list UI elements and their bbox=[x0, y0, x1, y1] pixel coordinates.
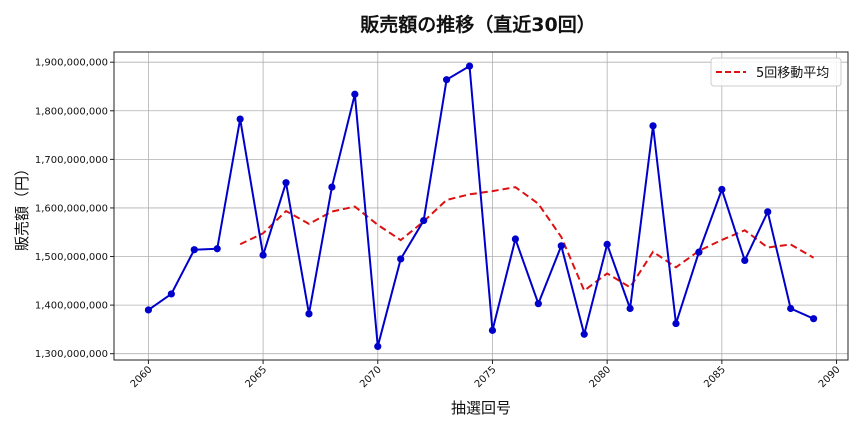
y-tick-label: 1,700,000,000 bbox=[35, 155, 108, 166]
sales-data-point bbox=[305, 310, 313, 318]
x-tick-label: 2090 bbox=[817, 364, 843, 390]
sales-data-point bbox=[144, 306, 153, 314]
sales-data-point bbox=[488, 326, 497, 334]
sales-line bbox=[147, 65, 815, 348]
sales-data-point bbox=[764, 208, 772, 216]
x-tick-label: 2085 bbox=[702, 364, 728, 390]
x-tick-label: 2075 bbox=[473, 364, 499, 390]
sales-data-point bbox=[442, 76, 451, 84]
sales-data-point bbox=[809, 315, 818, 323]
sales-data-point bbox=[282, 179, 290, 187]
grid-lines bbox=[114, 52, 848, 360]
y-tick-label: 1,500,000,000 bbox=[35, 252, 108, 263]
sales-data-point bbox=[626, 304, 634, 313]
sales-data-point bbox=[603, 240, 611, 248]
sales-data-point bbox=[397, 255, 405, 263]
y-tick-label: 1,300,000,000 bbox=[35, 349, 108, 360]
sales-data-point bbox=[649, 122, 657, 130]
sales-data-point bbox=[259, 251, 267, 259]
moving-average-line bbox=[239, 186, 815, 293]
sales-data-point bbox=[695, 248, 703, 256]
sales-data-point bbox=[213, 245, 221, 253]
sales-data-point bbox=[534, 300, 542, 308]
x-axis-ticks: 2060 2065 2070 2075 2080 2085 2090 bbox=[129, 360, 843, 390]
sales-series bbox=[144, 62, 818, 350]
y-tick-label: 1,600,000,000 bbox=[35, 203, 108, 214]
sales-data-point bbox=[672, 319, 680, 328]
sales-data-point bbox=[351, 90, 359, 98]
legend: 5回移動平均 bbox=[710, 57, 842, 87]
sales-data-point bbox=[328, 183, 336, 191]
sales-data-point bbox=[787, 304, 795, 313]
x-axis-label: 抽選回号 bbox=[451, 399, 511, 417]
sales-data-point bbox=[741, 256, 749, 265]
y-tick-label: 1,400,000,000 bbox=[35, 301, 108, 312]
x-tick-label: 2070 bbox=[358, 364, 384, 390]
sales-data-point bbox=[167, 290, 175, 298]
legend-box bbox=[710, 57, 842, 87]
y-axis-label: 販売額（円） bbox=[13, 161, 31, 251]
sales-data-point bbox=[580, 330, 588, 338]
sales-data-point bbox=[374, 342, 382, 350]
sales-data-point bbox=[557, 242, 565, 250]
sales-data-point bbox=[718, 185, 726, 194]
sales-data-point bbox=[190, 246, 198, 254]
y-tick-label: 1,900,000,000 bbox=[35, 58, 108, 69]
y-axis-ticks: 1,300,000,000 1,400,000,000 1,500,000,000 1… bbox=[35, 58, 114, 360]
plot-area-frame bbox=[113, 51, 849, 361]
x-tick-label: 2060 bbox=[129, 364, 155, 390]
legend-label-moving-average: 5回移動平均 bbox=[756, 66, 829, 81]
chart-title: 販売額の推移（直近30回） bbox=[360, 13, 595, 36]
x-tick-label: 2080 bbox=[588, 364, 614, 390]
sales-data-point bbox=[465, 62, 474, 70]
x-tick-label: 2065 bbox=[243, 364, 269, 390]
sales-data-point bbox=[511, 235, 520, 243]
sales-data-point bbox=[236, 115, 244, 123]
moving-average-series bbox=[239, 186, 815, 293]
sales-data-point bbox=[420, 216, 428, 225]
y-tick-label: 1,800,000,000 bbox=[35, 106, 108, 117]
